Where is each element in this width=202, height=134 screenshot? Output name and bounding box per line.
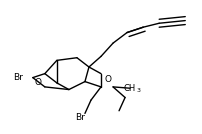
Text: CH: CH — [124, 84, 136, 93]
Text: O: O — [104, 75, 112, 84]
Text: 3: 3 — [136, 88, 140, 93]
Text: Br: Br — [13, 73, 23, 82]
Text: O: O — [34, 78, 41, 87]
Text: Br: Br — [75, 113, 85, 122]
